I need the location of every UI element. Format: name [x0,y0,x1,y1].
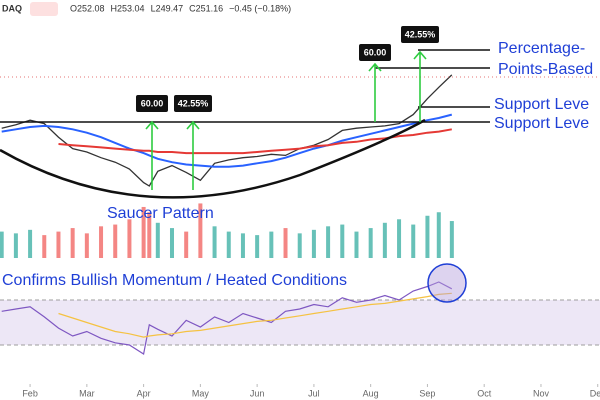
volume-bar [141,206,146,258]
annotation: Confirms Bullish Momentum / Heated Condi… [2,272,347,289]
volume-bar [382,222,387,258]
volume-bar [283,228,288,258]
annotation: 42.55% [405,29,436,39]
moving-average [58,128,452,155]
volume-bar [28,229,33,258]
x-tick-label: Jun [250,388,265,398]
x-tick-label: Feb [22,388,38,398]
label-box [401,26,439,43]
volume-bar [368,228,373,258]
volume-bar [340,224,345,258]
moving-average [1,113,453,168]
x-tick-label: Sep [419,388,435,398]
rsi-line [1,281,453,355]
highlight-circle [427,263,467,303]
volume-bar [113,224,118,258]
annotation: Saucer Pattern [107,205,214,222]
volume-bar [240,233,245,258]
annotation: Points-Based [498,61,593,78]
x-tick-label: Nov [533,388,550,398]
icon [30,2,58,16]
header-value: C251.16 [189,3,223,13]
volume-bar [99,226,104,258]
volume-bar [70,228,75,258]
volume-bar [397,219,402,258]
volume-bar [198,203,203,258]
x-tick-label: Mar [79,388,95,398]
rsi-line [58,292,452,338]
background-layer [0,299,600,387]
volume-bar [411,224,416,258]
saucer-curve [0,118,426,199]
volume-bar [0,231,4,258]
annotation: 42.55% [178,98,209,108]
x-tick-label: Dec [590,388,600,398]
annotation: Support Leve [494,96,589,113]
volume-bar [155,222,160,258]
volume-bar [226,231,231,258]
volume-bar [56,231,61,258]
volume-bar [147,212,152,258]
volume-bar [42,235,47,258]
volume-bar [212,226,217,258]
annotation: Support Leve [494,115,589,132]
header-value: L249.47 [151,3,184,13]
marks-layer [0,74,454,355]
x-tick-label: Apr [137,388,151,398]
label-box [359,44,391,61]
header-value: H253.04 [111,3,145,13]
price-line [1,74,453,187]
volume-bar [326,226,331,258]
volume-bar [13,233,18,258]
volume-bar [436,212,441,258]
label-box [136,95,168,112]
volume-bar [127,219,132,258]
volume-bar [425,215,430,258]
x-tick-label: Jul [308,388,320,398]
x-tick-label: Oct [477,388,492,398]
volume-bar [297,233,302,258]
volume-bar [255,235,260,258]
annotation: 60.00 [364,47,387,57]
rsi-band [0,300,600,345]
volume-bar [184,231,189,258]
x-tick-label: May [192,388,210,398]
x-tick-label: Aug [363,388,379,398]
header-value: −0.45 (−0.18%) [229,3,291,13]
annotation: 60.00 [141,98,164,108]
annotation: Percentage- [498,40,585,57]
volume-bar [354,231,359,258]
symbol: DAQ [2,3,22,13]
label-box [174,95,212,112]
volume-bar [269,231,274,258]
volume-bar [169,228,174,258]
header-value: O252.08 [70,3,105,13]
arrows [145,50,427,190]
volume-bar [311,229,316,258]
volume-bar [84,233,89,258]
volume-bar [449,221,454,258]
